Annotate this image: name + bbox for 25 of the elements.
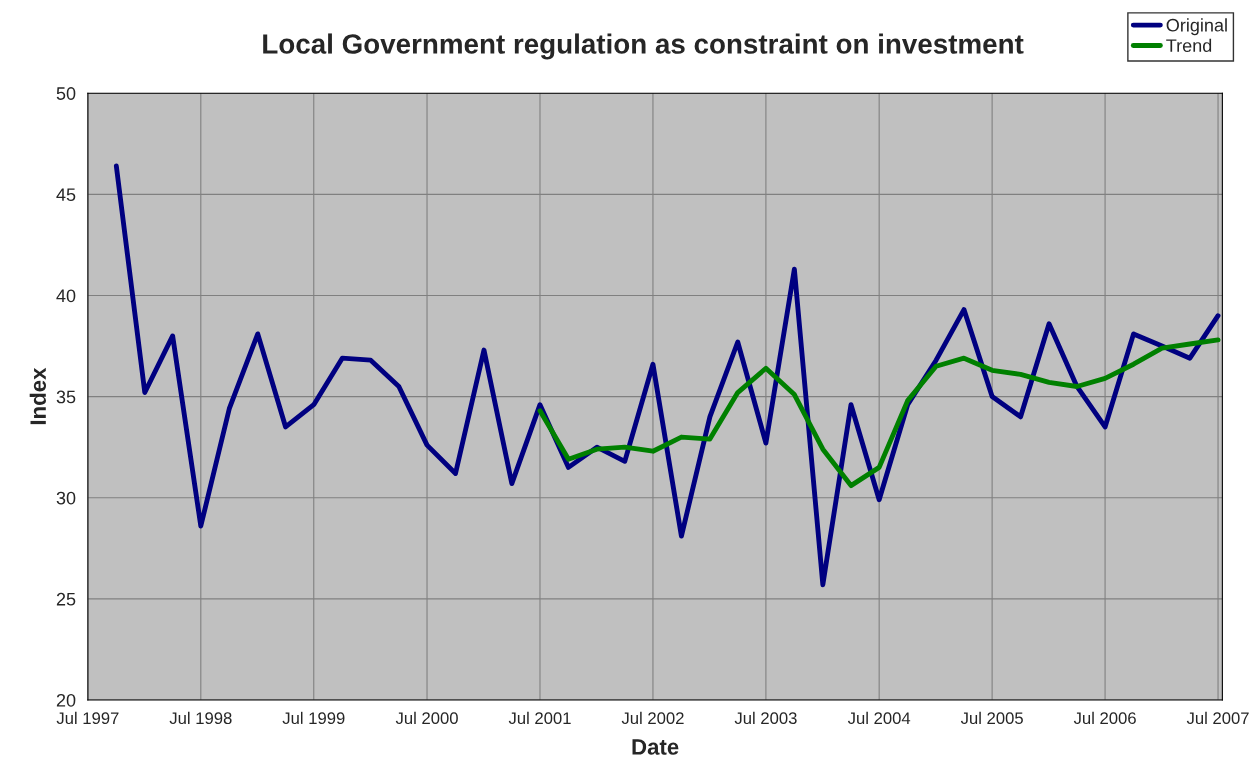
x-tick-label: Jul 2001	[508, 711, 571, 725]
line-series	[537, 337, 1221, 489]
y-axis-title: Index	[29, 367, 47, 425]
x-tick-label: Jul 2002	[621, 711, 684, 725]
y-tick-label: 25	[56, 592, 76, 606]
y-tick-label: 20	[56, 693, 76, 707]
x-tick-label: Jul 2003	[734, 711, 797, 725]
x-axis-title: Date	[632, 739, 679, 755]
legend-label: Original	[1166, 18, 1227, 36]
x-tick-label: Jul 1998	[169, 711, 232, 725]
x-tick-label: Jul 2005	[960, 711, 1023, 725]
x-tick-label: Jul 1999	[282, 711, 345, 725]
legend-label: Trend	[1166, 38, 1212, 53]
x-tick-label: Jul 2000	[395, 711, 458, 725]
y-tick-label: 30	[56, 491, 76, 505]
y-tick-label: 35	[56, 390, 76, 404]
chart-title: Local Government regulation as constraint on investment	[263, 33, 1024, 60]
x-tick-label: Jul 2007	[1186, 711, 1249, 725]
y-tick-label: 45	[56, 188, 76, 202]
x-tick-label: Jul 2006	[1073, 711, 1136, 725]
x-tick-label: Jul 1997	[56, 711, 119, 725]
x-tick-label: Jul 2004	[847, 711, 911, 725]
line-series	[113, 163, 1221, 588]
y-tick-label: 40	[56, 289, 76, 303]
y-tick-label: 50	[56, 87, 76, 100]
